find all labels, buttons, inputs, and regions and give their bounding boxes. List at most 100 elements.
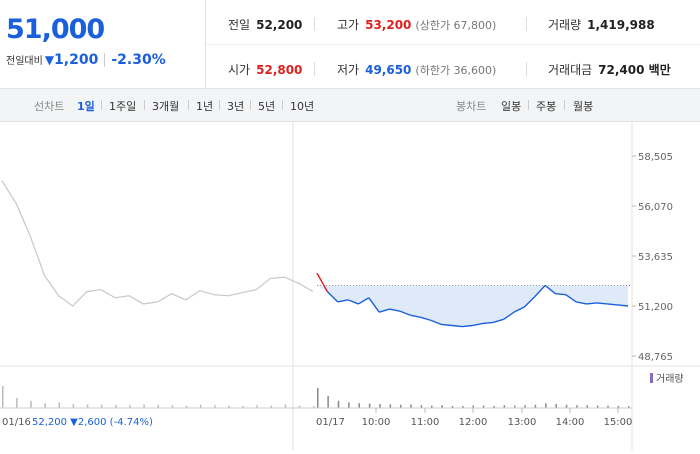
below-prev-close-fill xyxy=(317,285,628,327)
tab-1year[interactable]: 1년 xyxy=(196,100,214,113)
tab-5years[interactable]: 5년 xyxy=(258,100,276,113)
price-chart[interactable]: 58,505 56,070 53,635 51,200 48,765 거래량 01/16… xyxy=(0,121,700,450)
tab-weekly-candle[interactable]: 주봉 xyxy=(536,100,557,113)
series-current-day-segment xyxy=(368,297,380,313)
volume-bar-current-day xyxy=(462,406,464,408)
series-current-day-segment xyxy=(555,292,566,296)
y-tick-label: 53,635 xyxy=(638,252,673,263)
volume-bar-prev-day xyxy=(72,404,75,408)
volume-bar-current-day xyxy=(617,406,620,408)
series-current-day-segment xyxy=(586,302,597,305)
volume-bar-current-day xyxy=(503,405,506,408)
chart-area[interactable]: 58,505 56,070 53,635 51,200 48,765 거래량 01/16… xyxy=(0,121,700,450)
tab-1day[interactable]: 1일 xyxy=(77,100,95,113)
volume-bar-prev-day xyxy=(185,405,188,408)
tab-daily-candle[interactable]: 일봉 xyxy=(501,100,522,113)
tab-3years[interactable]: 3년 xyxy=(227,100,245,113)
x-tick-label: 11:00 xyxy=(411,417,440,428)
series-current-day-segment xyxy=(482,321,494,325)
volume-bar-current-day xyxy=(586,405,589,408)
series-current-day-segment xyxy=(523,296,536,308)
volume-bar-current-day xyxy=(493,406,495,408)
divider xyxy=(528,100,529,110)
volume-bar-current-day xyxy=(358,403,360,408)
y-tick-label: 58,505 xyxy=(638,152,673,163)
volume-bar-prev-day xyxy=(284,404,287,408)
volume-bar-prev-day xyxy=(129,405,131,408)
volume-bar-prev-day xyxy=(58,402,61,408)
y-tick-label: 56,070 xyxy=(638,202,673,213)
tab-monthly-candle[interactable]: 월봉 xyxy=(573,100,594,113)
volume-bar-current-day xyxy=(410,404,412,408)
divider xyxy=(314,17,315,31)
stat-volume: 거래량 1,419,988 xyxy=(548,16,655,33)
volume-bar-current-day xyxy=(545,403,547,408)
volume-bar-current-day xyxy=(576,405,578,408)
stat-open: 시가 52,800 xyxy=(228,61,302,78)
volume-bar-current-day xyxy=(337,400,340,408)
series-current-day-segment xyxy=(596,302,608,305)
divider xyxy=(144,100,145,110)
volume-bar-current-day xyxy=(379,404,381,408)
x-tick-label: 14:00 xyxy=(556,417,585,428)
volume-bar-current-day xyxy=(368,403,371,408)
stats-panel: 전일 52,200 고가 53,200 (상한가 67,800) 거래량 1,419,9… xyxy=(206,0,700,88)
series-current-day-segment xyxy=(441,323,452,327)
series-current-day-segment xyxy=(347,299,359,305)
volume-bar-prev-day xyxy=(44,403,46,408)
line-chart-label: 선차트 xyxy=(34,100,65,113)
tab-10years[interactable]: 10년 xyxy=(290,100,315,113)
volume-bar-current-day xyxy=(628,406,630,408)
series-current-day-segment xyxy=(607,303,618,306)
volume-legend-swatch xyxy=(650,373,653,383)
volume-bar-prev-day xyxy=(313,406,315,408)
series-current-day-segment xyxy=(399,310,411,316)
volume-bar-current-day xyxy=(565,404,568,408)
volume-bar-prev-day xyxy=(2,386,4,408)
stat-label: 거래량 xyxy=(548,18,582,32)
x-tick-label: 12:00 xyxy=(459,417,488,428)
series-current-day-segment xyxy=(462,324,473,328)
volume-bar-current-day xyxy=(420,405,423,408)
series-current-day-segment xyxy=(358,297,370,305)
stat-label: 시가 xyxy=(228,63,251,77)
series-current-day-segment xyxy=(337,299,349,303)
volume-bar-current-day xyxy=(534,404,537,408)
volume-bar-prev-day xyxy=(256,405,258,408)
series-current-day-segment xyxy=(472,322,484,327)
upper-limit: (상한가 67,800) xyxy=(415,19,497,32)
series-current-day-segment xyxy=(576,301,587,305)
stat-high: 고가 53,200 (상한가 67,800) xyxy=(337,16,496,33)
stat-value: 53,200 xyxy=(365,18,412,32)
change-label: 전일대비 xyxy=(6,56,43,67)
series-current-day-segment xyxy=(534,284,546,298)
tab-3months[interactable]: 3개월 xyxy=(152,100,180,113)
divider xyxy=(526,62,527,76)
series-current-day-segment xyxy=(430,319,442,326)
change-row: 전일대비 ▼1,200 -2.30% xyxy=(6,52,166,68)
stat-prev-close: 전일 52,200 xyxy=(228,16,302,33)
price-box: 51,000 전일대비 ▼1,200 -2.30% xyxy=(0,0,206,88)
series-current-day-segment xyxy=(451,324,463,328)
series-current-day-segment xyxy=(513,306,525,313)
prev-day-summary: 52,200 ▼2,600 (-4.74%) xyxy=(32,417,153,428)
change-value: 1,200 xyxy=(54,52,99,68)
volume-legend-label: 거래량 xyxy=(656,373,684,385)
stat-low: 저가 49,650 (하한가 36,600) xyxy=(337,61,496,78)
volume-bar-prev-day xyxy=(270,405,273,408)
volume-bar-current-day xyxy=(596,405,599,408)
tab-1week[interactable]: 1주일 xyxy=(109,100,137,113)
divider xyxy=(101,100,102,110)
volume-bar-prev-day xyxy=(86,404,89,408)
stat-value: 1,419,988 xyxy=(587,18,655,32)
series-current-day-segment xyxy=(544,284,556,295)
down-arrow-icon: ▼ xyxy=(44,53,55,67)
volume-bar-prev-day xyxy=(100,404,103,408)
change-percent: -2.30% xyxy=(111,52,166,68)
divider xyxy=(526,17,527,31)
prev-day-date-label: 01/16 xyxy=(2,417,31,428)
y-tick-label: 51,200 xyxy=(638,302,673,313)
series-prev-day-line xyxy=(1,180,314,307)
volume-bar-current-day xyxy=(389,404,392,408)
divider xyxy=(219,100,220,110)
